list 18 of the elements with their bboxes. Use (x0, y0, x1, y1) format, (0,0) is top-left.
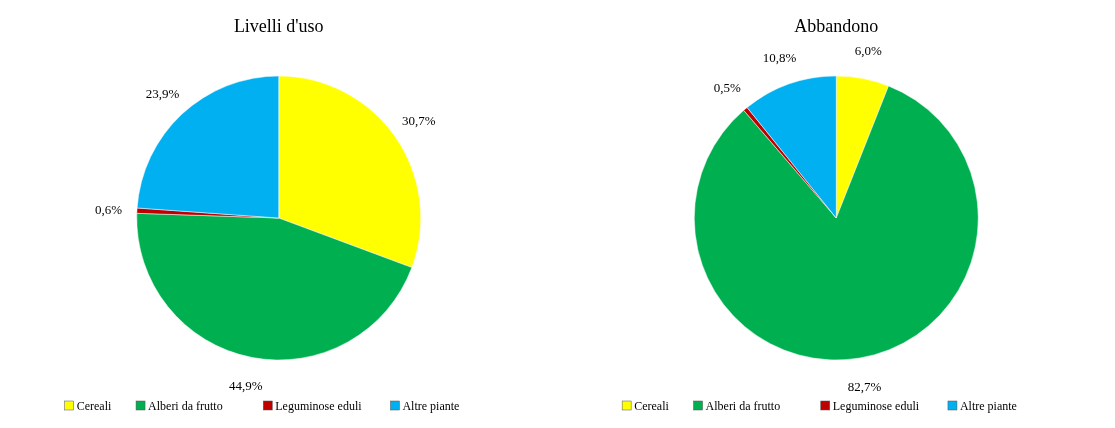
legend-label: Leguminose eduli (275, 399, 363, 413)
data-label: 23,9% (145, 85, 180, 101)
chart-title: Abbandono (794, 16, 879, 36)
legend-label: Altre piante (402, 399, 460, 413)
legend-label: Cereali (634, 399, 670, 413)
data-label: 0,6% (95, 201, 123, 217)
data-label: 30,7% (401, 113, 436, 129)
legend-label: Alberi da frutto (705, 399, 781, 413)
legend-label: Altre piante (959, 399, 1017, 413)
legend-label: Leguminose eduli (832, 399, 920, 413)
legend-label: Cereali (76, 399, 112, 413)
data-label: 0,5% (713, 79, 741, 95)
chart-title: Livelli d'uso (233, 16, 324, 36)
data-label: 44,9% (229, 377, 263, 393)
data-label: 82,7% (847, 378, 882, 394)
data-label: 10,8% (762, 49, 797, 65)
legend-label: Alberi da frutto (148, 399, 223, 413)
data-label: 6,0% (854, 43, 882, 59)
